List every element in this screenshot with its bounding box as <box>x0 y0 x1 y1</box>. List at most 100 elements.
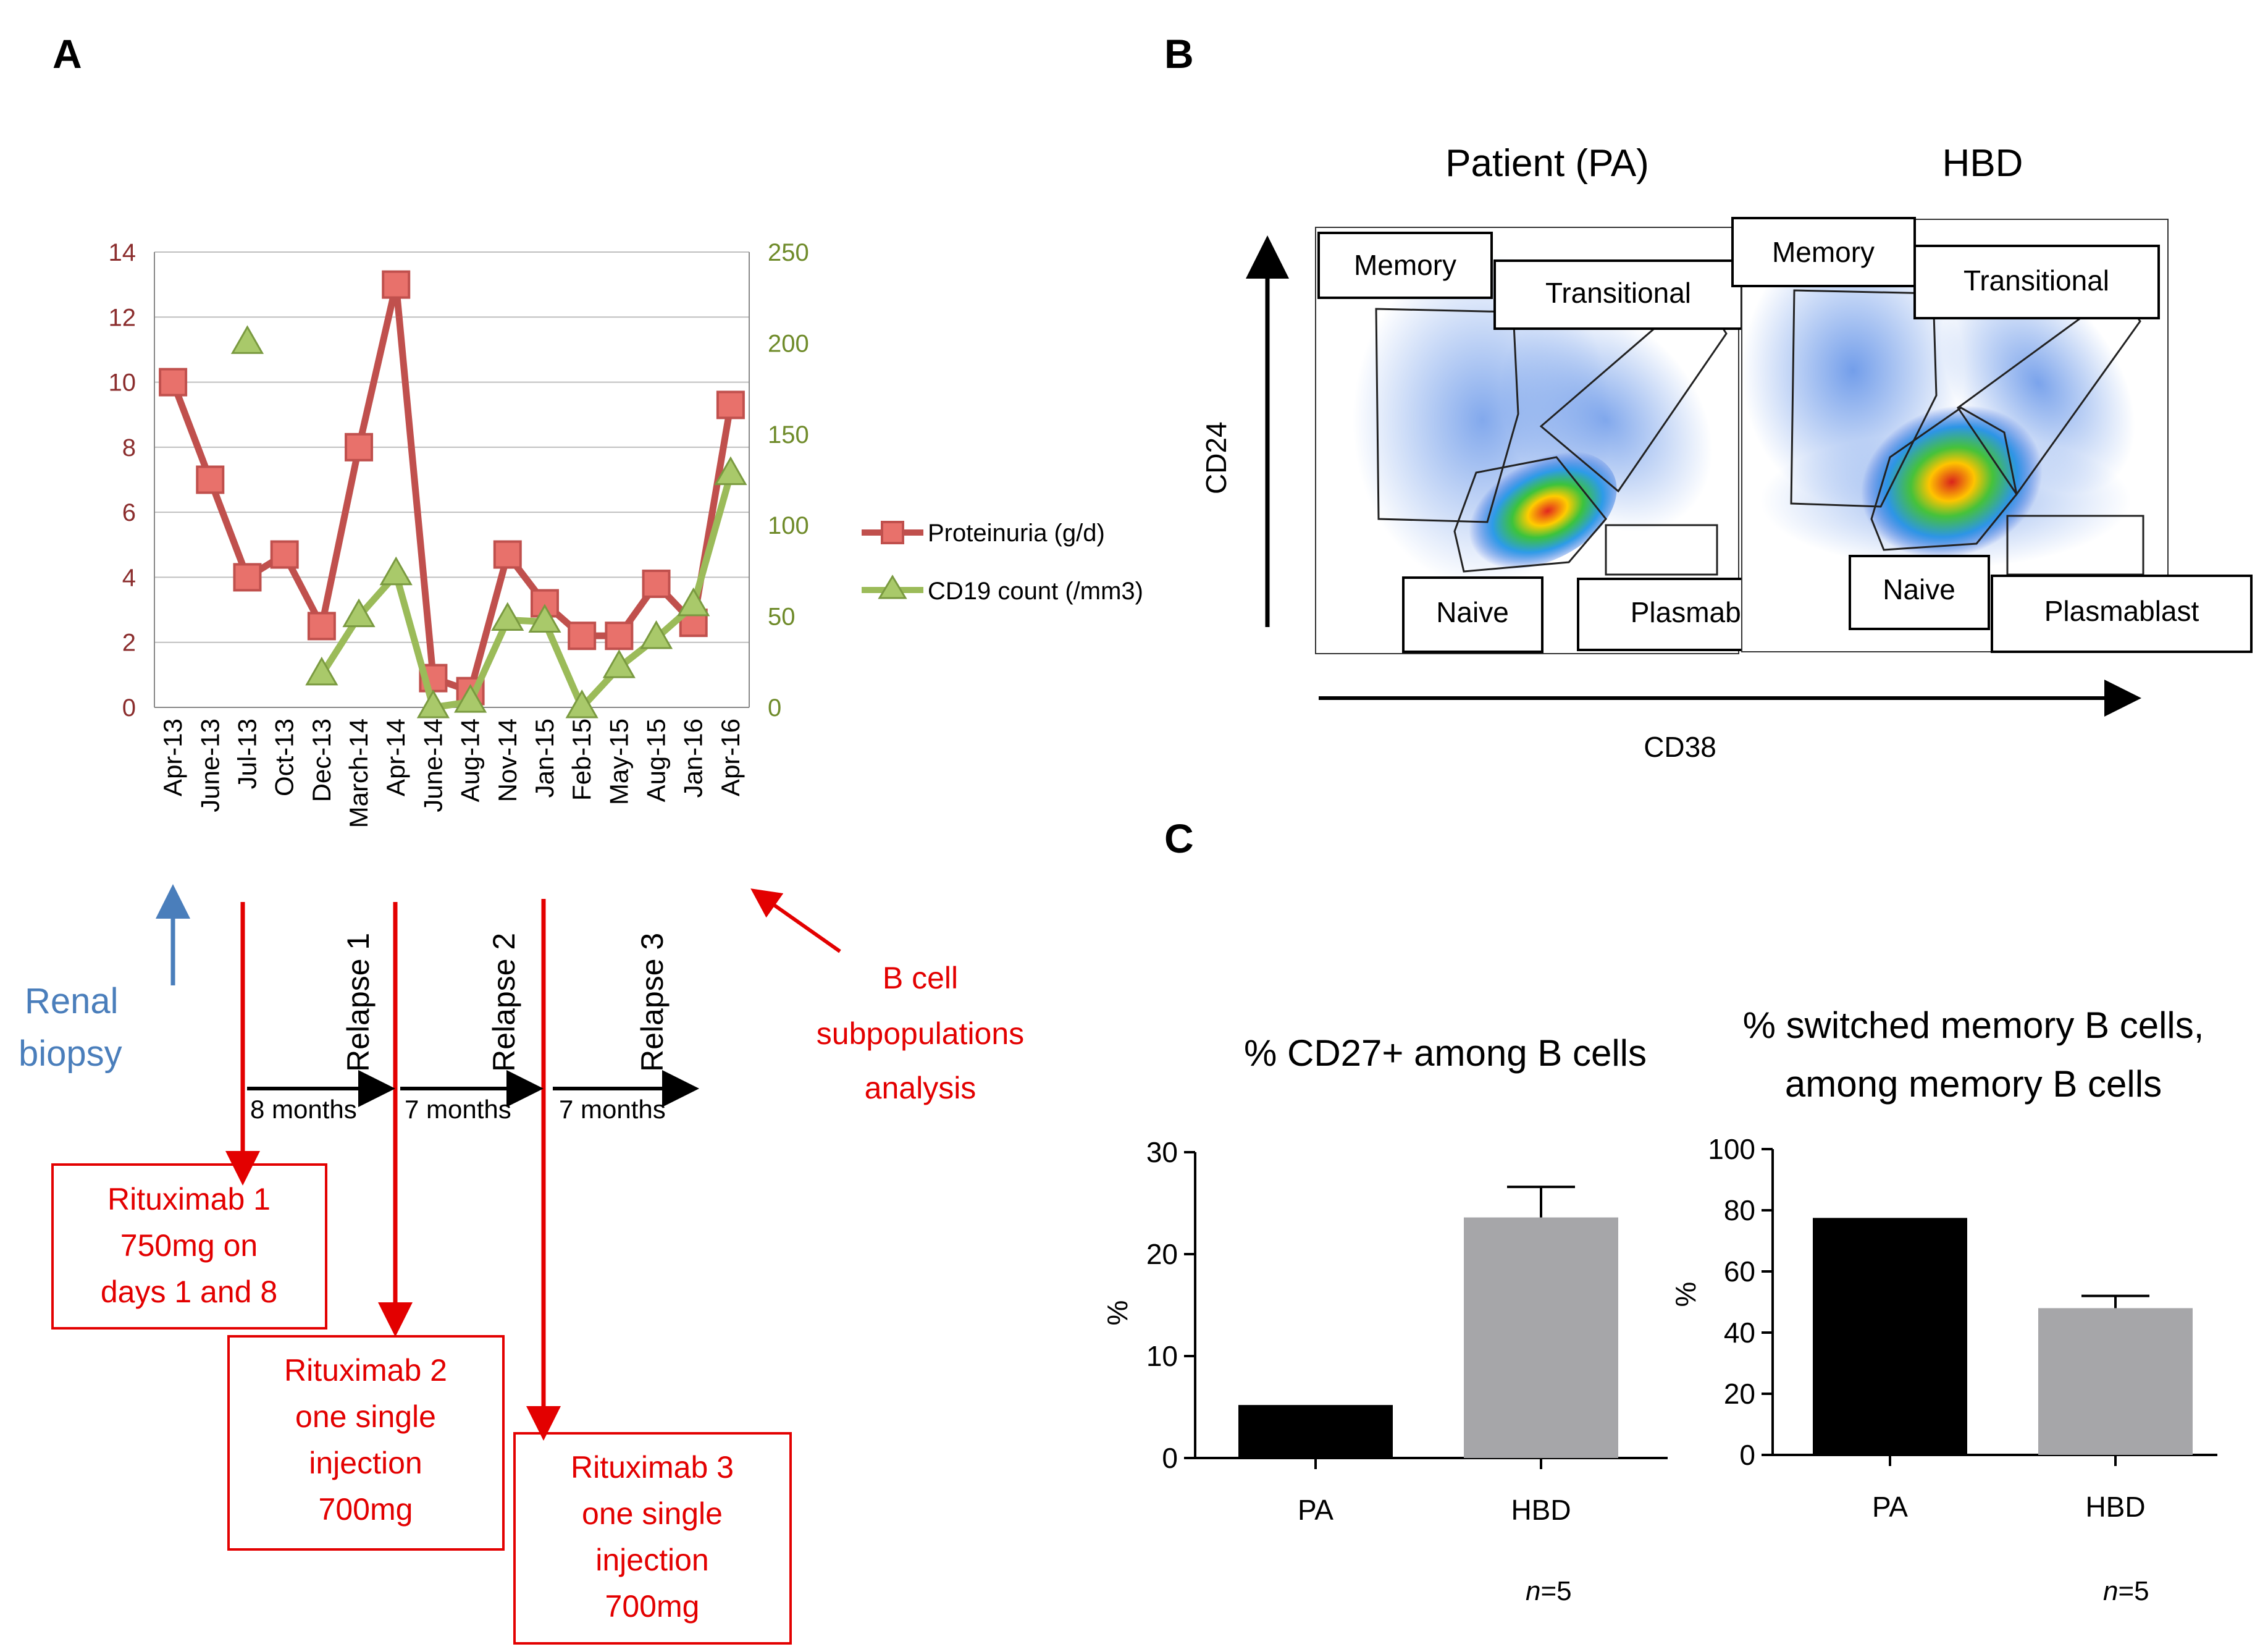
right-tick: 0 <box>768 694 781 722</box>
left-tick: 12 <box>109 304 136 331</box>
gate-label-plasmablast: Plasmablast <box>2044 595 2199 627</box>
bar-chart-y-ticks: 0 20 40 60 80 100 <box>1708 1133 1755 1471</box>
proteinuria-point <box>605 622 634 651</box>
gate-label-memory: Memory <box>1772 236 1875 268</box>
legend: Proteinuria (g/d) CD19 count (/mm3) <box>862 520 1143 605</box>
x-tick: Apr-16 <box>716 719 745 796</box>
bcell-analysis-label-2: subpopulations <box>817 1016 1024 1051</box>
gate-memory <box>1790 289 1938 508</box>
x-tick: March-14 <box>344 719 373 828</box>
cd19-point <box>491 602 524 631</box>
left-tick: 8 <box>122 434 136 461</box>
bar-chart-bars <box>1813 1218 2193 1466</box>
proteinuria-point <box>233 563 262 592</box>
cd19-point <box>714 456 747 486</box>
gate-label-box <box>1493 259 1743 330</box>
left-tick: 2 <box>122 630 136 657</box>
bar-chart-title: % CD27+ among B cells <box>1244 1032 1647 1074</box>
bar-category-label: HBD <box>2085 1491 2145 1523</box>
bcell-analysis-arrow <box>750 888 841 953</box>
bcell-analysis-label-3: analysis <box>865 1071 976 1105</box>
bar-category-label: PA <box>1872 1491 1908 1523</box>
bar-chart-ylabel: % <box>1670 1282 1702 1307</box>
proteinuria-point <box>382 270 411 299</box>
n-value: =5 <box>1540 1576 1571 1606</box>
right-tick: 100 <box>768 512 809 539</box>
gate-label-naive: Naive <box>1883 573 1955 605</box>
cd19-point <box>528 604 561 633</box>
rituximab-2-line: injection <box>309 1446 422 1480</box>
interval-3-label: 7 months <box>559 1095 666 1124</box>
cd19-point <box>305 656 338 686</box>
bar-chart-cd27: % CD27+ among B cells % 0 10 20 30 PA HB… <box>1101 1032 1668 1606</box>
panel-letter-c: C <box>1164 815 1194 861</box>
rituximab-3-line: injection <box>595 1543 708 1577</box>
bar-y-tick: 100 <box>1708 1133 1755 1165</box>
gate-plasmablast <box>1605 524 1718 576</box>
bar-y-tick: 0 <box>1739 1439 1755 1471</box>
bar-y-tick: 20 <box>1724 1378 1755 1410</box>
legend-cd19-marker <box>878 575 907 599</box>
gate-label-box <box>1402 576 1544 653</box>
right-tick: 50 <box>768 604 796 631</box>
n-italic: n <box>2103 1576 2118 1606</box>
gate-naive <box>1453 456 1607 573</box>
flow-title-patient: Patient (PA) <box>1445 142 1649 185</box>
x-tick: Aug-14 <box>456 719 485 802</box>
x-tick: Apr-14 <box>381 719 410 796</box>
rituximab-3-box <box>513 1432 792 1645</box>
bar-category-label: HBD <box>1511 1494 1571 1526</box>
gate-naive <box>1870 407 2018 551</box>
gate-label-box <box>1317 232 1493 299</box>
gate-label-box <box>1913 245 2160 319</box>
bar-y-tick: 60 <box>1724 1255 1755 1287</box>
x-tick: Apr-13 <box>158 719 187 796</box>
renal-biopsy-label-1: Renal <box>25 981 119 1021</box>
n-italic: n <box>1526 1576 1540 1606</box>
n-label: n=5 <box>2103 1576 2149 1606</box>
bar-pa <box>1813 1218 1967 1455</box>
timeline: Renal biopsy B cell subpopulations analy… <box>19 884 1024 1645</box>
proteinuria-point <box>307 612 336 641</box>
proteinuria-point <box>642 569 671 598</box>
gate-transitional <box>1956 289 2141 496</box>
rituximab-1-line: Rituximab 1 <box>107 1182 271 1216</box>
n-label: n=5 <box>1526 1576 1572 1606</box>
left-tick: 14 <box>109 239 136 266</box>
cd19-point <box>639 620 673 649</box>
bar-y-tick: 0 <box>1162 1442 1178 1474</box>
rituximab-3-line: 700mg <box>605 1589 700 1624</box>
x-tick: June-13 <box>195 719 224 812</box>
cd24-axis-label: CD24 <box>1200 421 1232 494</box>
bar-y-tick: 30 <box>1146 1136 1178 1168</box>
x-tick: Oct-13 <box>270 719 299 796</box>
flow-title-hbd: HBD <box>1942 142 2023 185</box>
bar-y-tick: 40 <box>1724 1317 1755 1349</box>
left-tick: 10 <box>109 369 136 397</box>
x-tick: Jan-16 <box>679 719 708 798</box>
relapse-1-label: Relapse 1 <box>341 933 376 1072</box>
x-tick: Dec-13 <box>307 719 336 802</box>
legend-proteinuria-label: Proteinuria (g/d) <box>928 520 1105 547</box>
flow-cytometry-panel-b: Patient (PA) HBD CD24 CD38 Memory Transi… <box>1200 142 2253 763</box>
x-tick: Feb-15 <box>567 719 596 801</box>
bar-y-tick: 10 <box>1146 1340 1178 1372</box>
proteinuria-point <box>159 368 188 397</box>
interval-1-label: 8 months <box>250 1095 357 1124</box>
flow-plot-hbd: Memory Transitional Naive Plasmablast <box>1731 217 2253 653</box>
gate-transitional <box>1539 289 1728 493</box>
legend-cd19-label: CD19 count (/mm3) <box>928 578 1143 605</box>
gate-label-naive: Naive <box>1436 596 1509 628</box>
proteinuria-point <box>493 540 522 569</box>
bar-hbd <box>2038 1308 2193 1455</box>
bar-chart-title-line-2: among memory B cells <box>1785 1063 2162 1105</box>
x-tick: Aug-15 <box>642 719 671 802</box>
x-tick: June-14 <box>418 719 447 812</box>
left-tick: 0 <box>122 694 136 722</box>
x-tick: Nov-14 <box>493 719 522 802</box>
left-tick: 4 <box>122 564 136 591</box>
gate-label-transitional: Transitional <box>1545 277 1691 309</box>
bar-y-tick: 20 <box>1146 1238 1178 1270</box>
cd19-point <box>602 649 636 678</box>
